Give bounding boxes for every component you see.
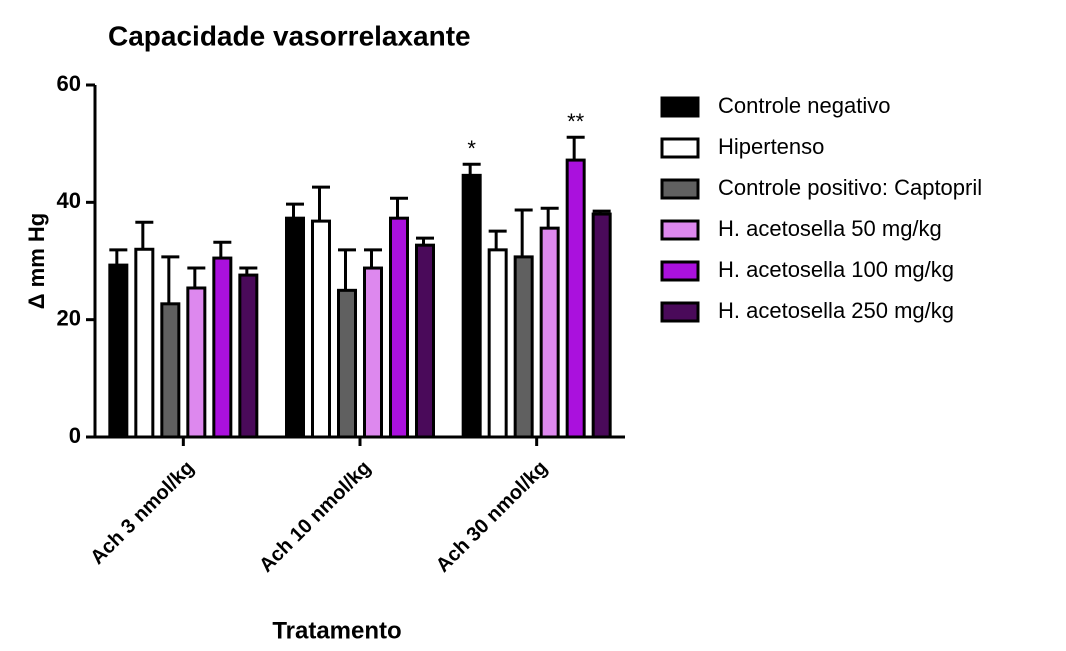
bar <box>363 266 383 439</box>
y-tick-label: 60 <box>57 71 81 96</box>
x-tick-label: Ach 10 nmol/kg <box>255 457 375 577</box>
x-tick-label: Ach 3 nmol/kg <box>86 457 198 569</box>
bar <box>134 247 155 439</box>
y-tick-label: 0 <box>69 423 81 448</box>
legend-label: H. acetosella 250 mg/kg <box>718 298 954 323</box>
bar <box>212 256 233 439</box>
legend-swatch <box>660 178 700 200</box>
legend-label: H. acetosella 100 mg/kg <box>718 257 954 282</box>
bar <box>461 173 482 439</box>
y-tick-label: 20 <box>57 305 81 330</box>
legend-label: Controle positivo: Captopril <box>718 175 982 200</box>
bar <box>539 226 560 439</box>
bar <box>160 302 181 439</box>
legend-swatch <box>660 137 700 159</box>
bar <box>337 288 357 439</box>
bar <box>389 216 409 439</box>
significance-label: * <box>467 136 476 161</box>
legend-swatch <box>660 96 700 118</box>
bar <box>487 248 508 439</box>
y-axis-label: Δ mm Hg <box>24 213 49 310</box>
bar <box>415 243 435 439</box>
legend-label: Controle negativo <box>718 93 890 118</box>
bar <box>285 216 305 439</box>
legend-swatch <box>660 301 700 323</box>
y-tick-label: 40 <box>57 188 81 213</box>
bar <box>565 158 586 439</box>
chart-title: Capacidade vasorrelaxante <box>108 20 471 51</box>
bar <box>108 263 129 439</box>
bar <box>186 286 207 439</box>
legend-swatch <box>660 219 700 241</box>
bar <box>238 273 259 439</box>
bar <box>311 219 331 439</box>
significance-label: ** <box>567 109 585 134</box>
legend-label: Hipertenso <box>718 134 824 159</box>
legend-swatch <box>660 260 700 282</box>
bar <box>591 212 612 439</box>
bar <box>513 255 534 439</box>
legend-label: H. acetosella 50 mg/kg <box>718 216 942 241</box>
x-tick-label: Ach 30 nmol/kg <box>432 457 552 577</box>
x-axis-label: Tratamento <box>272 617 401 644</box>
